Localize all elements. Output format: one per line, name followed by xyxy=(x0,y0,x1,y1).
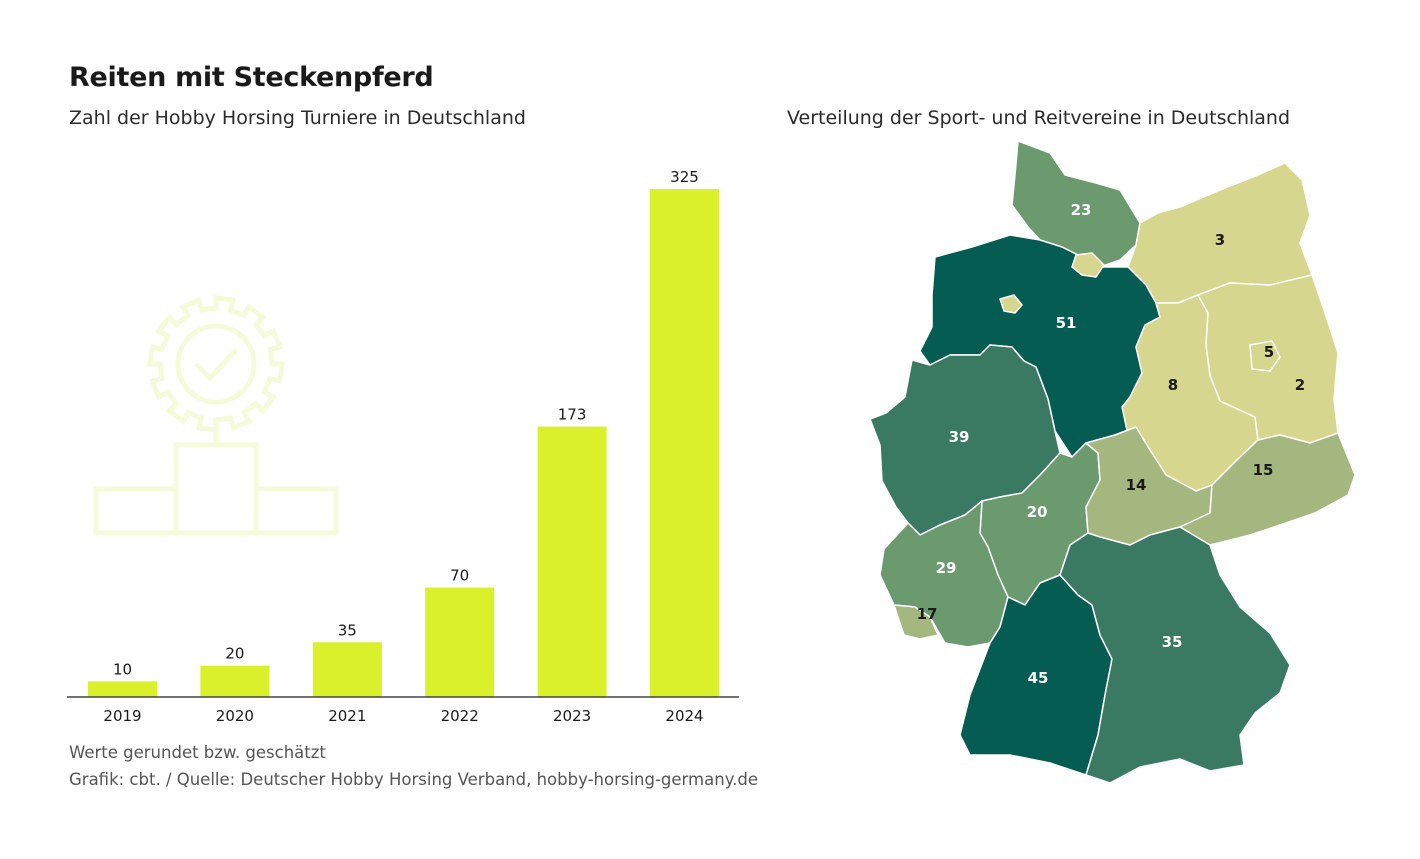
x-tick-labels: 2019 2020 2021 2022 2023 2024 xyxy=(103,707,703,725)
region-label-mv: 3 xyxy=(1215,231,1225,249)
region-label-bw: 45 xyxy=(1028,669,1049,687)
region-value-labels: 23 3 51 8 2 5 39 20 14 15 29 17 45 35 xyxy=(917,201,1306,687)
region-sl xyxy=(893,604,939,640)
bar-value-label-2021: 35 xyxy=(338,621,357,639)
germany-map: 23 3 51 8 2 5 39 20 14 15 29 17 45 35 xyxy=(869,140,1356,784)
page-title: Reiten mit Steckenpferd xyxy=(69,62,434,93)
region-sh xyxy=(1011,140,1141,268)
region-be xyxy=(1249,340,1281,372)
bar-2022 xyxy=(425,587,495,697)
region-label-rp: 29 xyxy=(936,559,957,577)
region-label-st: 8 xyxy=(1168,376,1178,394)
region-label-by: 35 xyxy=(1162,633,1183,651)
bars-group: 10 20 35 70 173 325 xyxy=(88,168,719,697)
region-by xyxy=(1059,526,1291,784)
bar-2020 xyxy=(200,665,270,697)
region-label-ni: 51 xyxy=(1056,314,1077,332)
bar-2024 xyxy=(650,189,719,697)
region-label-be: 5 xyxy=(1264,343,1274,361)
x-tick-2024: 2024 xyxy=(665,707,703,725)
region-label-sl: 17 xyxy=(917,605,938,623)
bar-2021 xyxy=(312,642,382,697)
x-tick-2020: 2020 xyxy=(216,707,254,725)
x-tick-2019: 2019 xyxy=(103,707,141,725)
bar-value-label-2020: 20 xyxy=(225,645,244,663)
x-tick-2023: 2023 xyxy=(553,707,591,725)
region-hb xyxy=(999,294,1023,314)
region-label-he: 20 xyxy=(1027,503,1048,521)
region-label-bb: 2 xyxy=(1295,376,1305,394)
bar-value-label-2019: 10 xyxy=(113,660,132,678)
bar-value-label-2024: 325 xyxy=(670,168,699,186)
podium-gear-icon xyxy=(93,295,339,536)
bar-value-label-2023: 173 xyxy=(558,406,587,424)
region-label-sh: 23 xyxy=(1071,201,1092,219)
region-label-th: 14 xyxy=(1126,476,1147,494)
bar-value-label-2022: 70 xyxy=(450,567,469,585)
region-label-sn: 15 xyxy=(1253,461,1274,479)
bar-2023 xyxy=(537,426,607,697)
footnote: Werte gerundet bzw. geschätzt xyxy=(69,743,326,762)
bar-2019 xyxy=(88,681,157,697)
bar-chart-title: Zahl der Hobby Horsing Turniere in Deuts… xyxy=(69,107,526,129)
source-credit: Grafik: cbt. / Quelle: Deutscher Hobby H… xyxy=(69,770,758,789)
region-label-nw: 39 xyxy=(949,428,970,446)
bar-chart: 10 20 35 70 173 325 2019 2020 2021 2022 2023 2024 xyxy=(67,168,739,725)
x-tick-2021: 2021 xyxy=(328,707,366,725)
map-title: Verteilung der Sport- und Reitvereine in… xyxy=(787,107,1291,129)
region-hh xyxy=(1071,252,1105,278)
x-tick-2022: 2022 xyxy=(441,707,479,725)
